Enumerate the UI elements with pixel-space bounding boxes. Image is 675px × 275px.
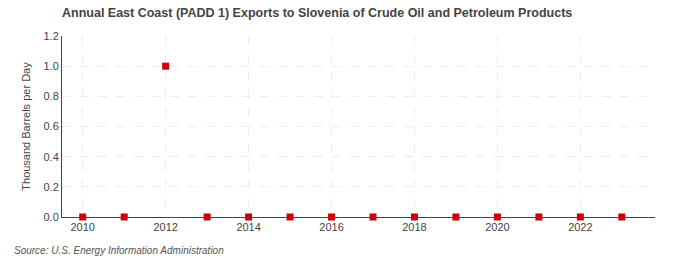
svg-text:2016: 2016 [319,221,343,233]
svg-text:1.2: 1.2 [44,30,59,42]
svg-text:2020: 2020 [485,221,509,233]
svg-text:2012: 2012 [153,221,177,233]
svg-text:1.0: 1.0 [44,60,59,72]
svg-text:Source: U.S. Energy Informatio: Source: U.S. Energy Information Administ… [14,245,224,256]
svg-text:Thousand Barrels per Day: Thousand Barrels per Day [20,62,32,191]
svg-text:0.0: 0.0 [44,211,59,223]
svg-text:0.2: 0.2 [44,181,59,193]
svg-text:2018: 2018 [402,221,426,233]
svg-text:0.8: 0.8 [44,90,59,102]
svg-text:2022: 2022 [568,221,592,233]
svg-text:2010: 2010 [70,221,94,233]
svg-text:2014: 2014 [236,221,260,233]
svg-text:0.4: 0.4 [44,151,59,163]
svg-text:0.6: 0.6 [44,120,59,132]
svg-text:Annual East Coast (PADD 1) Exp: Annual East Coast (PADD 1) Exports to Sl… [62,6,572,20]
